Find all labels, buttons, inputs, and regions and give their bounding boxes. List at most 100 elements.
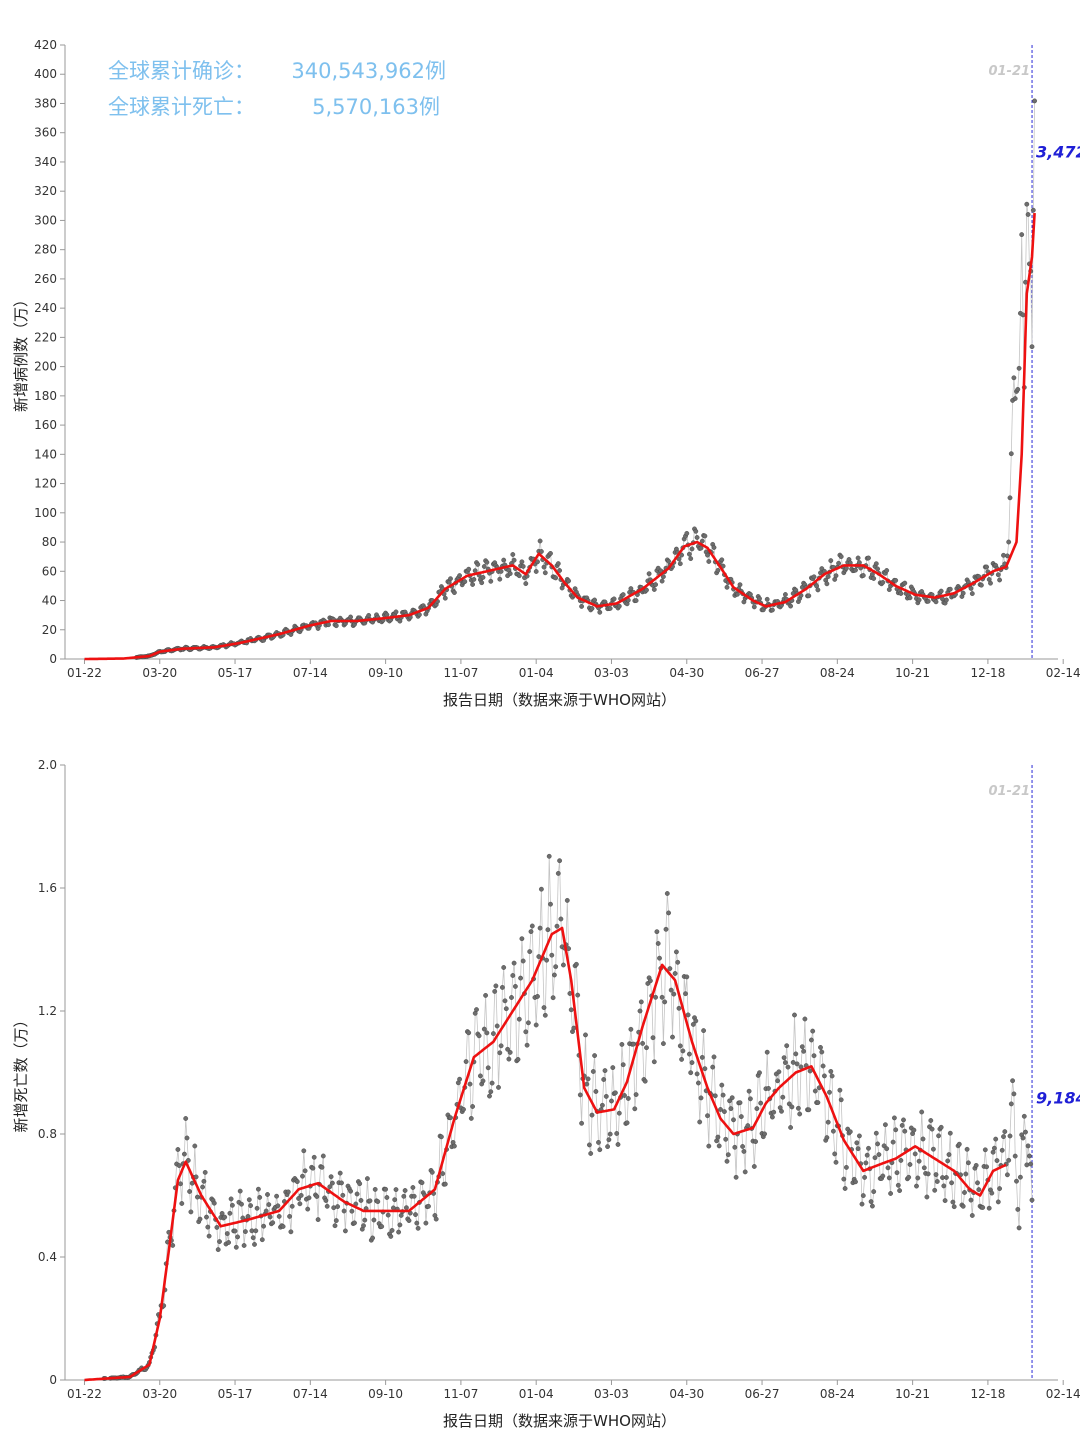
daily-data-point [564,897,570,903]
daily-data-point [596,1139,601,1145]
daily-data-point [1019,232,1025,238]
daily-data-point [337,1170,343,1176]
daily-data-point [480,575,486,580]
daily-data-point [211,1200,217,1206]
daily-data-point [1016,365,1022,371]
daily-data-point [239,1201,244,1207]
daily-data-point [520,958,526,964]
daily-data-point [946,1152,952,1157]
daily-data-point [448,576,453,582]
moving-average-line [84,926,1007,1382]
daily-data-point [690,1021,696,1027]
daily-data-point [587,1142,592,1148]
daily-data-point [510,552,516,557]
daily-data-point [501,965,507,970]
daily-data-point [811,574,817,580]
daily-data-point [609,1098,614,1104]
daily-data-point [442,1181,448,1187]
daily-data-point [457,573,462,578]
daily-data-point [396,1229,401,1235]
daily-data-point [584,1081,590,1087]
daily-data-point [694,1071,700,1077]
daily-data-point [632,1106,638,1112]
daily-data-point [921,1165,927,1171]
daily-data-point [833,1159,839,1165]
daily-data-point [403,1205,409,1211]
daily-data-point [979,582,984,588]
daily-data-point [513,983,518,989]
daily-data-point [1020,1135,1026,1141]
x-tick-label: 03-20 [142,666,177,680]
daily-data-point [250,1235,256,1241]
daily-data-point [894,1170,900,1176]
daily-data-point [675,959,681,965]
daily-data-point [261,1223,266,1229]
daily-data-point [579,604,584,609]
daily-data-point [853,1179,858,1185]
daily-data-point [488,1089,494,1095]
daily-data-point [915,1175,921,1181]
daily-data-point [296,1196,301,1201]
daily-data-point [964,1146,970,1152]
daily-data-point [705,552,710,558]
daily-data-point [267,1214,273,1220]
daily-data-point [995,572,1001,578]
daily-data-point [793,1051,799,1057]
daily-data-point [324,1203,330,1209]
daily-data-point [566,578,571,584]
new-cases-chart: 0 20 40 60 80 100 120 140 160 180 200 220 240 260 280 3… [12,38,1080,709]
daily-data-point [202,1169,208,1175]
daily-data-point [548,551,553,556]
daily-data-point [419,1180,425,1186]
daily-data-point [440,1171,446,1176]
daily-data-point [738,1114,744,1119]
daily-data-point [928,1118,934,1123]
daily-data-point [526,1020,531,1026]
daily-data-point [411,1193,417,1199]
daily-data-point [712,1093,718,1099]
y-tick-label: 340 [34,155,57,169]
daily-data-point [241,1243,247,1248]
latest-date-tag: 01-21 [988,64,1030,79]
daily-data-point [192,1143,198,1149]
daily-data-point [668,987,674,993]
daily-data-point [893,1127,899,1133]
daily-data-point [944,1175,949,1180]
daily-data-point [885,1165,891,1171]
daily-data-point [933,1172,939,1177]
daily-data-point [552,972,557,978]
daily-data-point [214,1224,220,1230]
daily-data-point [825,1119,831,1125]
daily-data-point [489,1080,495,1086]
daily-data-point [999,1147,1005,1153]
daily-data-point [470,582,475,587]
daily-data-point [605,1144,610,1149]
daily-data-point [842,1186,848,1191]
daily-data-point [740,1144,745,1149]
daily-data-point [457,1076,462,1082]
daily-data-point [601,1077,607,1082]
daily-data-point [433,1216,439,1222]
daily-data-point [306,1195,312,1201]
daily-data-point [875,566,880,572]
daily-data-point [589,1112,595,1118]
daily-data-point [770,607,775,613]
daily-data-point [184,1135,190,1141]
daily-data-point [653,994,658,1000]
daily-data-point [938,1124,944,1130]
daily-data-point [477,1073,483,1079]
daily-data-point [737,1100,743,1106]
daily-data-point [274,1193,279,1199]
daily-data-point [246,1197,252,1203]
daily-data-point [873,561,879,567]
daily-data-point [775,1078,780,1084]
daily-data-point [178,1181,183,1187]
daily-data-point [215,1247,221,1252]
daily-data-point [684,974,690,980]
daily-data-point [646,571,652,577]
daily-data-point [880,1173,886,1179]
daily-data-point [676,1005,682,1011]
daily-data-point [638,999,644,1005]
daily-data-point [1005,1172,1010,1178]
daily-data-point [753,1139,758,1144]
